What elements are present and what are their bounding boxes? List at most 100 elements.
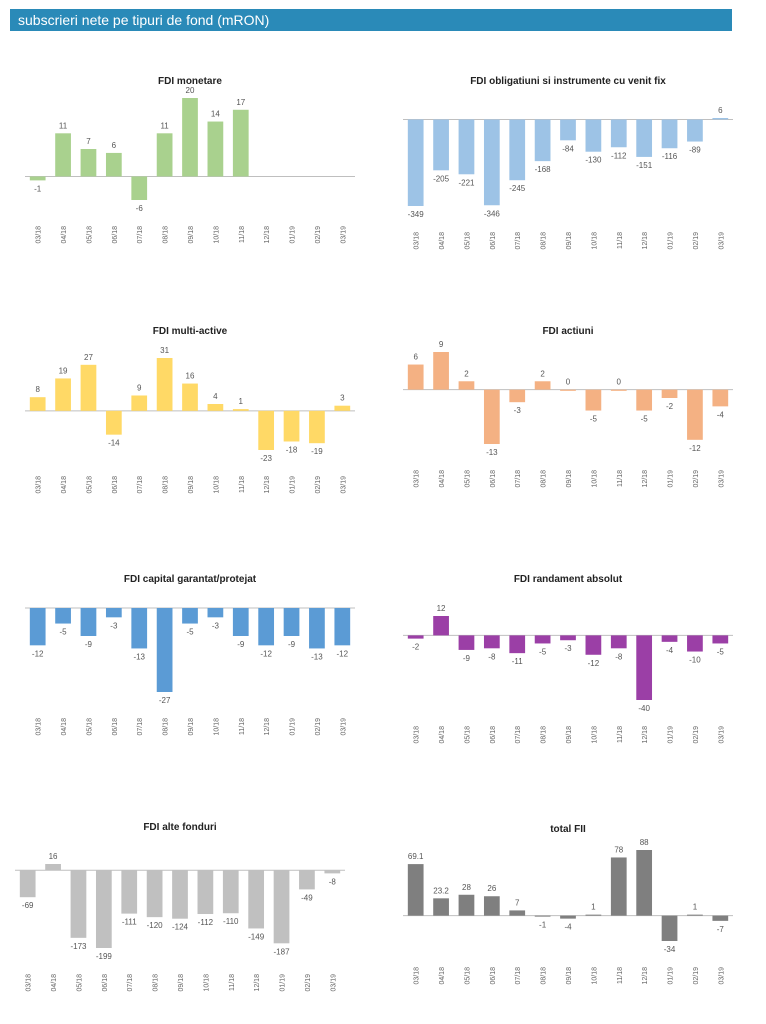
data-label: -8 xyxy=(488,652,496,661)
bar xyxy=(232,109,249,177)
data-label: -6 xyxy=(136,204,144,213)
tick-label: 07/18 xyxy=(137,476,144,494)
data-label: 1 xyxy=(239,397,244,406)
tick-label: 10/18 xyxy=(213,476,220,494)
bar xyxy=(433,616,449,636)
chart-title: FDI actiuni xyxy=(542,326,594,337)
data-label: 11 xyxy=(160,121,169,130)
data-label: -13 xyxy=(311,652,323,661)
data-label: -19 xyxy=(311,447,323,456)
data-label: 12 xyxy=(437,604,446,613)
bar xyxy=(483,119,500,206)
tick-label: 02/19 xyxy=(693,967,700,985)
tick-label: 02/19 xyxy=(693,726,700,744)
tick-label: 06/18 xyxy=(112,476,119,494)
data-label: -3 xyxy=(514,406,522,415)
tick-label: 11/18 xyxy=(617,967,624,984)
tick-label: 11/18 xyxy=(239,226,246,243)
tick-label: 08/18 xyxy=(163,226,170,244)
data-label: 28 xyxy=(462,883,471,892)
data-label: 7 xyxy=(515,898,520,907)
data-label: -13 xyxy=(486,448,498,457)
tick-label: 03/18 xyxy=(36,476,43,494)
bar xyxy=(433,898,449,916)
data-label: 14 xyxy=(211,110,220,119)
tick-label: 01/19 xyxy=(668,232,675,250)
chart-fdi-alte-fonduri: FDI alte fonduri -69 03/18 16 04/18 -173 05/1… xyxy=(10,814,350,1024)
tick-label: 08/18 xyxy=(163,718,170,736)
bar xyxy=(585,635,602,655)
bar xyxy=(687,389,703,440)
bar xyxy=(712,118,729,120)
tick-label: 11/18 xyxy=(239,476,246,493)
bar xyxy=(534,915,551,917)
data-label: 9 xyxy=(137,383,142,392)
tick-label: 10/18 xyxy=(213,718,220,736)
tick-label: 03/18 xyxy=(36,718,43,736)
data-label: -5 xyxy=(539,647,547,656)
tick-label: 04/18 xyxy=(51,974,58,992)
tick-label: 11/18 xyxy=(229,974,236,991)
chart-fdi-multi-active: FDI multi-active 8 03/18 19 04/18 27 05/18 -14… xyxy=(20,318,360,528)
bar xyxy=(433,352,449,390)
bar xyxy=(534,119,551,162)
bar xyxy=(131,176,148,200)
bar xyxy=(207,404,224,411)
tick-label: 05/18 xyxy=(86,718,93,736)
bar xyxy=(661,119,678,149)
bar xyxy=(534,381,551,390)
data-label: -205 xyxy=(433,174,450,183)
data-label: 23.2 xyxy=(433,886,449,895)
bar xyxy=(687,914,703,916)
tick-label: 12/18 xyxy=(642,232,649,250)
tick-label: 08/18 xyxy=(541,470,548,488)
bar xyxy=(29,176,46,181)
bar xyxy=(70,870,87,938)
tick-label: 10/18 xyxy=(591,232,598,250)
tick-label: 03/19 xyxy=(330,974,337,992)
bar xyxy=(232,409,249,411)
tick-label: 03/19 xyxy=(340,226,347,244)
bar xyxy=(585,389,602,411)
data-label: -5 xyxy=(717,647,725,656)
bar xyxy=(509,119,526,181)
bar xyxy=(45,864,61,871)
data-label: 27 xyxy=(84,353,93,362)
bar xyxy=(636,389,653,411)
data-label: -245 xyxy=(509,184,526,193)
tick-label: 09/18 xyxy=(188,476,195,494)
bar xyxy=(585,914,602,916)
tick-label: 04/18 xyxy=(439,726,446,744)
data-label: 0 xyxy=(617,378,622,387)
data-label: -4 xyxy=(717,410,725,419)
tick-label: 03/19 xyxy=(340,476,347,494)
data-label: -34 xyxy=(664,945,676,954)
data-label: -199 xyxy=(96,952,113,961)
data-label: -5 xyxy=(186,628,194,637)
bar xyxy=(222,870,239,914)
data-label: -168 xyxy=(535,165,552,174)
bar xyxy=(560,915,576,919)
bar xyxy=(121,870,138,914)
data-label: -3 xyxy=(110,621,118,630)
data-label: -110 xyxy=(223,917,239,926)
tick-label: 02/19 xyxy=(315,226,322,244)
bar xyxy=(156,133,173,177)
data-label: 17 xyxy=(236,98,245,107)
chart-fdi-capital-garantat: FDI capital garantat/protejat -12 03/18 -5… xyxy=(20,566,360,776)
tick-label: 05/18 xyxy=(464,232,471,250)
tick-label: 08/18 xyxy=(163,476,170,494)
data-label: -221 xyxy=(458,178,475,187)
bar xyxy=(687,119,703,142)
data-label: 26 xyxy=(487,884,496,893)
data-label: -111 xyxy=(122,918,137,927)
data-label: -5 xyxy=(60,628,68,637)
tick-label: 09/18 xyxy=(566,967,573,985)
bar xyxy=(687,635,703,652)
bar xyxy=(407,119,424,206)
data-label: 16 xyxy=(186,372,195,381)
bar xyxy=(585,119,602,152)
tick-label: 05/18 xyxy=(464,470,471,488)
tick-label: 01/19 xyxy=(668,470,675,488)
chart-fdi-actiuni: FDI actiuni 6 03/18 9 04/18 2 05/18 -13 06/18 -3… xyxy=(398,318,738,528)
